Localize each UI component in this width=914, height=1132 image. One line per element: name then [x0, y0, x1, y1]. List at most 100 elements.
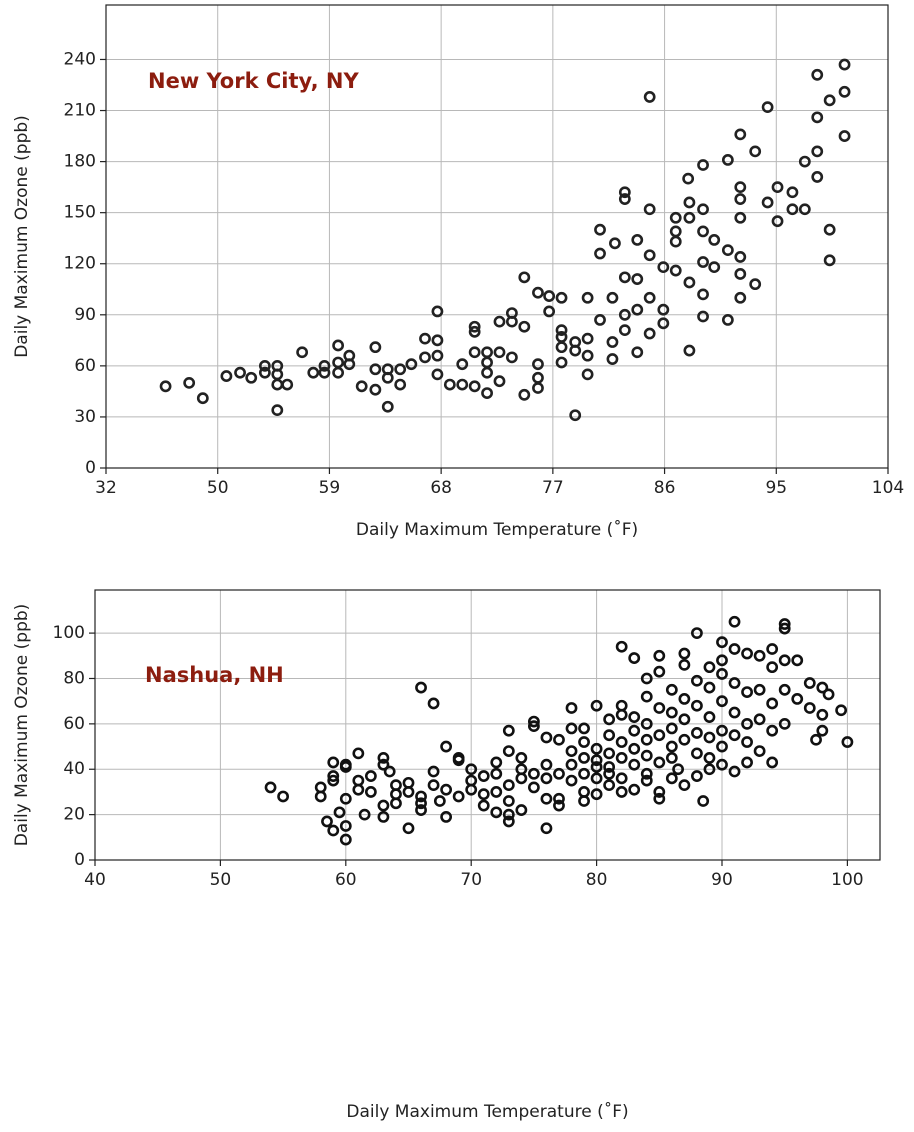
- point: [640, 690, 653, 703]
- point: [594, 314, 606, 326]
- point: [838, 58, 851, 71]
- point: [697, 256, 709, 268]
- point: [527, 715, 540, 728]
- point: [734, 193, 747, 205]
- point: [749, 145, 762, 158]
- point: [703, 681, 716, 694]
- point: [615, 772, 628, 785]
- point: [553, 799, 565, 812]
- point: [697, 795, 710, 807]
- point: [271, 378, 284, 391]
- x-tick-label: 50: [210, 870, 232, 890]
- point: [490, 806, 503, 819]
- point: [672, 763, 685, 776]
- point: [532, 382, 544, 394]
- point: [603, 779, 616, 792]
- point: [502, 745, 515, 757]
- point: [264, 781, 277, 794]
- point: [581, 368, 594, 381]
- point: [766, 724, 779, 737]
- point: [728, 615, 741, 628]
- point: [456, 358, 469, 371]
- point: [527, 781, 540, 794]
- point: [477, 799, 490, 812]
- point: [816, 724, 829, 737]
- point: [697, 288, 709, 301]
- point: [427, 697, 440, 710]
- y-tick-label: 120: [64, 254, 96, 274]
- point: [332, 339, 345, 352]
- point: [502, 808, 515, 821]
- point: [643, 91, 656, 103]
- point: [327, 770, 340, 782]
- point: [477, 770, 490, 782]
- point: [456, 378, 469, 391]
- point: [721, 244, 734, 257]
- point: [683, 344, 696, 357]
- point: [721, 314, 734, 326]
- point: [502, 795, 515, 807]
- point: [609, 237, 621, 250]
- point: [555, 324, 568, 337]
- point: [377, 799, 390, 812]
- point: [631, 346, 644, 359]
- point: [728, 677, 741, 689]
- point: [798, 203, 811, 216]
- point: [803, 677, 816, 689]
- x-tick-label: 32: [95, 478, 117, 498]
- x-tick-label: 95: [765, 478, 787, 498]
- point: [749, 278, 762, 291]
- point: [468, 325, 481, 338]
- y-tick-label: 0: [74, 850, 85, 870]
- point: [665, 706, 678, 719]
- point: [281, 378, 294, 391]
- point: [643, 249, 656, 262]
- x-tick-label: 104: [872, 478, 904, 498]
- point: [327, 756, 340, 769]
- point: [543, 305, 556, 318]
- y-axis-label: Daily Maximum Ozone (ppb): [12, 604, 32, 847]
- point: [691, 770, 703, 782]
- y-tick-label: 180: [64, 152, 96, 172]
- point: [590, 699, 603, 712]
- point: [502, 724, 515, 737]
- point: [811, 145, 824, 158]
- point: [691, 699, 703, 712]
- point: [716, 740, 728, 753]
- point: [502, 779, 515, 792]
- point: [708, 261, 721, 274]
- point: [703, 751, 716, 764]
- point: [452, 754, 465, 767]
- point: [697, 310, 709, 323]
- point: [234, 366, 246, 379]
- point: [618, 324, 631, 337]
- point: [703, 711, 716, 723]
- x-axis-label: Daily Maximum Temperature (˚F): [356, 519, 638, 540]
- point: [665, 722, 678, 735]
- point: [468, 320, 481, 333]
- point: [728, 765, 741, 778]
- point: [657, 303, 670, 316]
- point: [481, 366, 493, 379]
- point: [665, 740, 678, 753]
- point: [415, 681, 427, 694]
- point: [683, 211, 696, 224]
- point: [555, 356, 568, 369]
- point: [402, 822, 415, 835]
- point: [369, 341, 382, 354]
- point: [565, 774, 578, 787]
- point: [527, 720, 540, 733]
- point: [258, 359, 271, 372]
- y-tick-label: 0: [85, 458, 96, 478]
- point: [665, 772, 678, 785]
- point: [669, 225, 682, 238]
- point: [390, 779, 402, 792]
- point: [823, 223, 836, 236]
- point: [540, 758, 553, 771]
- point: [443, 378, 456, 391]
- point: [716, 695, 728, 708]
- point: [628, 711, 641, 723]
- x-axis-label: Daily Maximum Temperature (˚F): [346, 1101, 628, 1122]
- point: [603, 767, 616, 780]
- point: [678, 647, 691, 660]
